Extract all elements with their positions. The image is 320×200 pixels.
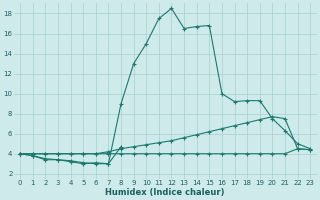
X-axis label: Humidex (Indice chaleur): Humidex (Indice chaleur) xyxy=(106,188,225,197)
